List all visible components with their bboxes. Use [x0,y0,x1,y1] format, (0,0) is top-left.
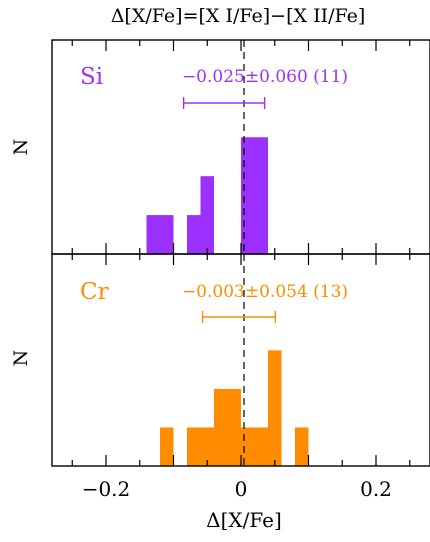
panel-si: Si −0.025±0.060 (11) N [10,39,430,255]
x-tick-label-1: 0 [235,477,248,501]
cr-x-ticks [71,254,411,466]
si-bars [146,137,268,254]
cr-bars [160,350,309,466]
cr-bar-1 [187,427,201,466]
chart-title: Δ[X/Fe]=[X I/Fe]−[X II/Fe] [111,5,366,27]
si-bar-2 [187,215,201,254]
si-error-bar [182,97,266,109]
cr-bar-8 [295,427,309,466]
si-element-label: Si [80,64,103,90]
cr-stat-label: −0.003±0.054 (13) [182,282,348,302]
si-stat-label: −0.025±0.060 (11) [182,67,348,87]
cr-bar-2 [200,427,214,466]
x-tick-label-0: −0.2 [82,477,131,501]
x-axis-label: Δ[X/Fe] [206,508,282,532]
si-y-axis-label: N [10,139,32,156]
cr-bar-5 [241,427,255,466]
x-tick-labels: −0.2 0 0.2 [82,477,392,501]
cr-bar-3 [214,388,228,466]
si-bar-3 [200,176,214,254]
si-bar-5 [254,137,268,254]
cr-element-label: Cr [80,279,109,305]
cr-bar-4 [227,388,241,466]
si-x-ticks [71,40,411,254]
panel-cr: Cr −0.003±0.054 (13) N [10,253,430,467]
x-tick-label-2: 0.2 [360,477,392,501]
cr-error-bar [201,311,277,323]
cr-y-axis-label: N [10,350,32,367]
cr-bar-0 [160,427,174,466]
cr-bar-6 [254,427,268,466]
si-bar-1 [160,215,174,254]
si-bar-4 [241,137,255,254]
si-bar-0 [146,215,160,254]
cr-bar-7 [268,350,282,466]
